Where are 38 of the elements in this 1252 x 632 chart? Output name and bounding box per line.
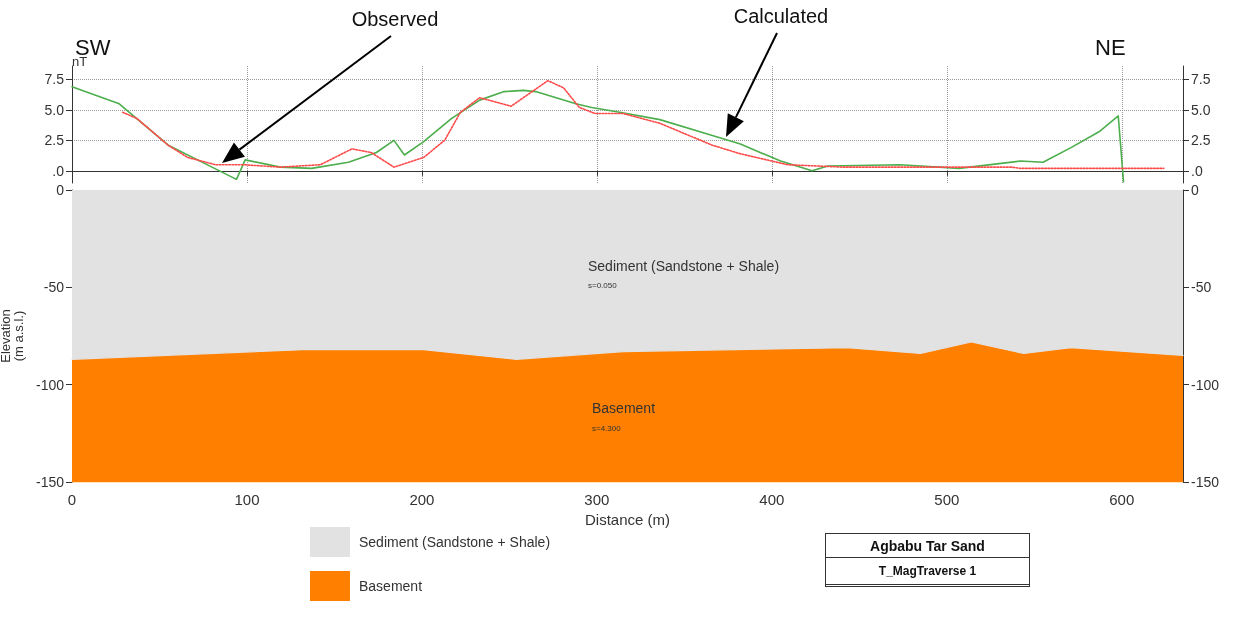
y2-tick-label: .0 xyxy=(1191,162,1203,179)
x-axis-title: Distance (m) xyxy=(584,510,671,528)
y-tick-label: .0 xyxy=(52,162,65,179)
y2-tick-label: 5.0 xyxy=(1191,101,1211,118)
y2-tick-label: -150 xyxy=(1191,474,1220,490)
legend-label: Sediment (Sandstone + Shale) xyxy=(359,534,551,550)
x-tick-label: 500 xyxy=(934,491,960,508)
legend-label: Basement xyxy=(359,578,423,594)
text: Calculated xyxy=(732,5,830,27)
x-tick-label: 300 xyxy=(584,491,610,508)
x-tick-label: 200 xyxy=(409,491,435,508)
annotation: Sediment (Sandstone + Shale) xyxy=(588,258,780,275)
annotation: Basement xyxy=(592,400,656,417)
y-tick-label: 5.0 xyxy=(44,101,65,118)
text: T_MagTraverse 1 xyxy=(877,563,978,580)
line-series xyxy=(121,79,1165,170)
y-tick-label: -50 xyxy=(43,279,65,296)
x-tick-label: 600 xyxy=(1109,491,1135,508)
y2-tick-label: -50 xyxy=(1191,279,1212,296)
x-tick-label: 400 xyxy=(759,491,785,508)
annotation: s=0.050 xyxy=(588,281,617,291)
y2-tick-label: 7.5 xyxy=(1191,71,1211,88)
y-tick-label: 2.5 xyxy=(44,132,65,149)
text: Observed xyxy=(350,8,440,30)
x-tick-label: 100 xyxy=(234,491,260,508)
y2-tick-label: 0 xyxy=(1191,182,1199,198)
y-tick-label: -150 xyxy=(35,474,65,490)
line-series xyxy=(71,85,1125,183)
annotation: s=4.300 xyxy=(592,424,621,434)
y2-tick-label: -100 xyxy=(1191,376,1220,393)
y2-tick-label: 2.5 xyxy=(1191,132,1211,149)
y-tick-label: 7.5 xyxy=(44,71,65,88)
y-axis-title: Elevation (m a.s.l.) xyxy=(0,309,27,363)
text: NE xyxy=(1095,35,1126,60)
x-tick-label: 0 xyxy=(67,491,77,508)
text: Agbabu Tar Sand xyxy=(826,534,1029,558)
y-tick-label: -100 xyxy=(35,376,65,393)
y-tick-label: 0 xyxy=(56,182,65,198)
